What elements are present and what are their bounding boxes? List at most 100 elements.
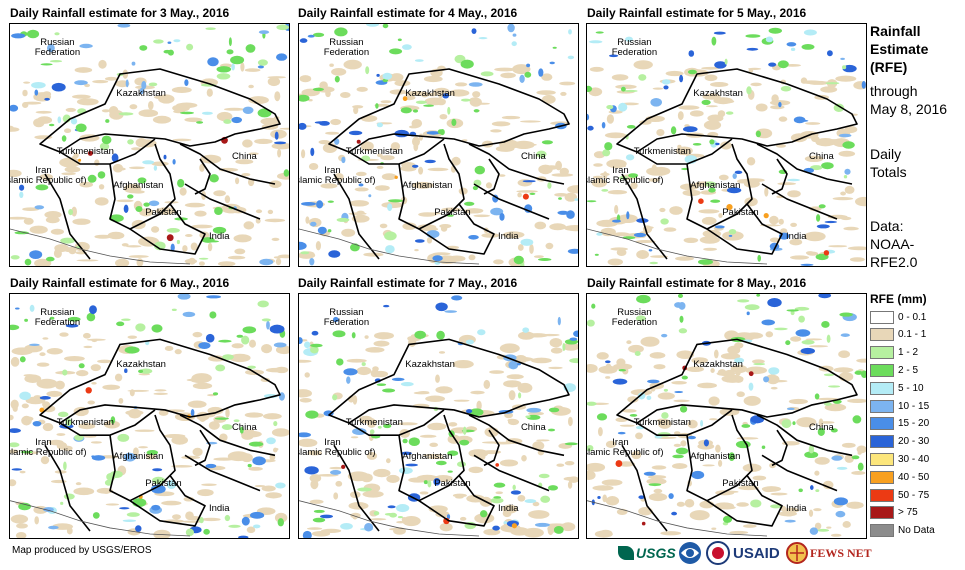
rainfall-patch xyxy=(87,174,97,183)
rainfall-patch xyxy=(24,344,43,353)
rainfall-patch xyxy=(756,294,761,297)
rainfall-patch xyxy=(198,261,205,266)
rainfall-patch xyxy=(401,517,407,522)
rainfall-patch xyxy=(718,174,729,181)
rainfall-patch xyxy=(90,441,102,444)
rainfall-patch xyxy=(648,178,660,182)
rainfall-patch xyxy=(633,60,653,70)
rainfall-patch xyxy=(109,109,124,120)
rainfall-patch xyxy=(625,36,633,42)
country-border xyxy=(418,475,495,527)
rainfall-patch xyxy=(769,237,780,243)
rainfall-patch xyxy=(92,512,100,519)
rainfall-patch xyxy=(304,341,311,349)
rainfall-patch xyxy=(715,444,721,453)
rainfall-patch xyxy=(674,431,681,436)
rainfall-patch xyxy=(34,89,39,96)
heavy-rainfall-spot xyxy=(698,198,704,204)
rainfall-patch xyxy=(74,434,84,441)
rainfall-patch xyxy=(503,521,508,524)
rainfall-patch xyxy=(574,198,578,201)
rainfall-patch xyxy=(426,456,445,459)
rainfall-patch xyxy=(49,60,63,63)
rainfall-patch xyxy=(208,421,220,430)
rainfall-patch xyxy=(375,103,379,109)
sidebar-through: through xyxy=(870,83,918,99)
coastline xyxy=(10,228,191,265)
rainfall-patch xyxy=(538,68,544,77)
rainfall-patch xyxy=(517,244,524,251)
rainfall-patch xyxy=(833,497,848,506)
rainfall-patch xyxy=(12,405,18,412)
rainfall-patch xyxy=(814,470,820,476)
rainfall-patch xyxy=(559,167,569,176)
rainfall-patch xyxy=(508,360,519,370)
rainfall-patch xyxy=(275,345,289,355)
rainfall-patch xyxy=(118,112,134,116)
rainfall-patch xyxy=(442,93,449,99)
rainfall-patch xyxy=(213,457,235,461)
rainfall-patch xyxy=(674,302,683,308)
rainfall-patch xyxy=(266,320,270,330)
rainfall-patch xyxy=(323,410,334,417)
rainfall-patch xyxy=(761,445,766,449)
rainfall-patch xyxy=(309,499,324,504)
rainfall-patch xyxy=(212,392,219,396)
rainfall-patch xyxy=(73,487,95,496)
noaa-logo xyxy=(678,540,702,566)
rainfall-patch xyxy=(242,139,253,148)
usgs-wave-icon xyxy=(618,546,634,560)
rainfall-patch xyxy=(19,356,26,363)
rainfall-map-4: Russian Federation Kazakhstan Turkmenistan I… xyxy=(9,293,290,539)
rainfall-patch xyxy=(687,69,697,75)
rainfall-patch xyxy=(356,86,368,92)
rainfall-patch xyxy=(402,222,417,230)
panel-title-6: Daily Rainfall estimate for 8 May., 2016 xyxy=(587,276,807,290)
fewsnet-logo: FEWS NET xyxy=(786,540,872,566)
rainfall-patch xyxy=(651,465,667,470)
rainfall-patch xyxy=(541,73,553,81)
country-border xyxy=(194,429,211,467)
rainfall-patch xyxy=(808,445,815,454)
rainfall-patch xyxy=(65,107,76,112)
rainfall-patch xyxy=(299,75,312,83)
rainfall-patch xyxy=(10,169,22,178)
rainfall-patch xyxy=(59,157,81,168)
rainfall-patch xyxy=(541,94,556,104)
rainfall-patch xyxy=(844,454,855,463)
rainfall-patch xyxy=(711,36,717,46)
rainfall-patch xyxy=(257,300,269,308)
rainfall-patch xyxy=(258,30,270,34)
legend-label: 40 - 50 xyxy=(898,471,930,483)
rainfall-patch xyxy=(283,169,289,177)
rainfall-patch xyxy=(176,87,181,91)
rainfall-patch xyxy=(813,508,822,512)
sidebar-source-2: RFE2.0 xyxy=(870,254,918,270)
rainfall-patch xyxy=(672,463,688,470)
rainfall-patch xyxy=(420,91,429,98)
rainfall-patch xyxy=(816,214,821,222)
rainfall-patch xyxy=(304,466,319,475)
rainfall-patch xyxy=(369,429,375,435)
rainfall-patch xyxy=(331,68,347,76)
rainfall-patch xyxy=(64,356,85,362)
coastline xyxy=(587,228,768,265)
rainfall-patch xyxy=(340,92,351,98)
rainfall-patch xyxy=(592,485,614,491)
rainfall-patch xyxy=(721,374,744,383)
rainfall-patch xyxy=(675,447,689,455)
rainfall-patch xyxy=(72,94,91,99)
rainfall-patch xyxy=(676,501,685,507)
rainfall-patch xyxy=(768,367,780,375)
rainfall-patch xyxy=(828,385,841,388)
country-label: Afghanistan xyxy=(113,451,164,463)
rainfall-patch xyxy=(675,256,694,261)
rainfall-patch xyxy=(219,433,228,442)
country-label: India xyxy=(785,502,807,514)
rainfall-patch xyxy=(702,464,715,467)
rainfall-patch xyxy=(569,358,578,364)
rainfall-patch xyxy=(275,482,286,489)
rainfall-patch xyxy=(558,197,562,200)
rainfall-patch xyxy=(23,374,36,377)
rainfall-patch xyxy=(506,374,524,380)
